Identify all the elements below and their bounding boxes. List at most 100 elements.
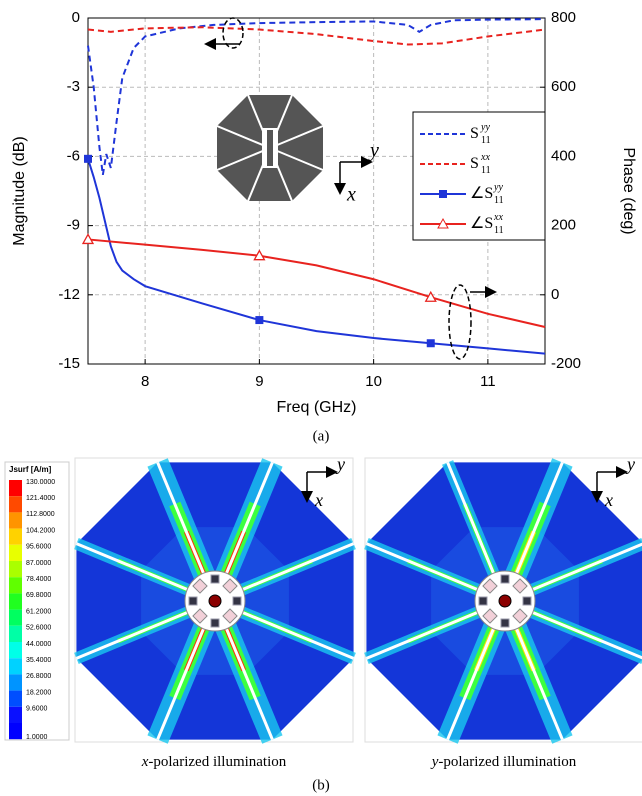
colorbar-swatch bbox=[9, 723, 22, 740]
port bbox=[500, 574, 510, 584]
legend-name: S bbox=[470, 155, 479, 172]
caption-variable: x bbox=[141, 754, 149, 770]
y-axis-title: Magnitude (dB) bbox=[11, 136, 28, 245]
legend-box bbox=[412, 111, 546, 241]
y2-tick-label: 0 bbox=[551, 286, 559, 303]
point-marker bbox=[253, 249, 266, 261]
diode bbox=[482, 608, 498, 624]
y2-tick-label: 600 bbox=[551, 78, 576, 95]
diode bbox=[512, 578, 528, 594]
y2-tick-label: 400 bbox=[551, 147, 576, 164]
caption: (a) bbox=[313, 428, 330, 444]
axis-label: y bbox=[335, 454, 345, 474]
colorbar-label: 87.0000 bbox=[26, 560, 51, 567]
port bbox=[522, 596, 532, 606]
colorbar-label: 52.6000 bbox=[26, 625, 51, 632]
x-tick-label: 11 bbox=[480, 373, 496, 390]
colorbar-swatch bbox=[9, 577, 22, 594]
port bbox=[232, 596, 242, 606]
legend-sup: yy bbox=[493, 182, 503, 193]
inset-axes bbox=[334, 156, 373, 195]
colorbar-title: Jsurf [A/m] bbox=[9, 465, 52, 474]
diode bbox=[482, 578, 498, 594]
colorbar-label: 95.6000 bbox=[26, 544, 51, 551]
legend-name: ∠S bbox=[470, 215, 493, 232]
y2-tick-label: -200 bbox=[551, 355, 581, 372]
port bbox=[478, 596, 488, 606]
colorbar-swatch bbox=[9, 512, 22, 529]
y-tick-label: -3 bbox=[67, 78, 80, 95]
caption: (b) bbox=[312, 777, 330, 793]
point-marker bbox=[81, 233, 95, 245]
colorbar-label: 1.0000 bbox=[26, 734, 48, 741]
y2-tick-label: 200 bbox=[551, 217, 576, 234]
port bbox=[210, 574, 220, 584]
diode bbox=[192, 608, 208, 624]
colorbar: Jsurf [A/m] 130.0000 121.4000 112.8000 104.2… bbox=[4, 461, 70, 741]
colorbar-swatch bbox=[9, 496, 22, 513]
colorbar-label: 78.4000 bbox=[26, 576, 51, 583]
port bbox=[210, 618, 220, 628]
y-tick-label: -12 bbox=[58, 286, 80, 303]
x-tick-label: 9 bbox=[255, 373, 263, 390]
colorbar-label: 104.2000 bbox=[26, 527, 55, 534]
colorbar-swatch bbox=[9, 642, 22, 659]
diode bbox=[512, 608, 528, 624]
colorbar-label: 121.4000 bbox=[26, 495, 55, 502]
axis-label: x bbox=[604, 490, 613, 510]
colorbar-label: 26.8000 bbox=[26, 673, 51, 680]
caption-variable: y bbox=[430, 754, 439, 770]
legend-marker bbox=[437, 217, 449, 229]
point-marker bbox=[255, 316, 264, 325]
port bbox=[188, 596, 198, 606]
line-series bbox=[87, 18, 546, 176]
legend-marker bbox=[439, 190, 447, 198]
colorbar-label: 112.8000 bbox=[26, 511, 55, 518]
legend-sub: 11 bbox=[481, 165, 491, 176]
center-pin bbox=[208, 594, 222, 608]
annotation-arrows bbox=[204, 38, 497, 298]
point-marker bbox=[426, 339, 435, 348]
legend-sub: 11 bbox=[481, 135, 491, 146]
colorbar-label: 130.0000 bbox=[26, 479, 55, 486]
legend-label: ∠Sxx 11 bbox=[470, 212, 504, 236]
axis-label: x bbox=[314, 490, 323, 510]
colorbar-swatch bbox=[9, 625, 22, 642]
legend-sup: xx bbox=[493, 212, 503, 223]
field-plot: yx bbox=[364, 454, 642, 744]
y-tick-label: -6 bbox=[67, 147, 80, 164]
colorbar-label: 35.4000 bbox=[26, 657, 51, 664]
panel-caption: y-polarized illumination bbox=[430, 754, 577, 770]
field-plot: yx bbox=[74, 454, 356, 744]
legend-name: S bbox=[470, 125, 479, 142]
x-tick-label: 10 bbox=[365, 373, 382, 390]
colorbar-label: 69.8000 bbox=[26, 592, 51, 599]
axis-label: y bbox=[625, 454, 635, 474]
legend-sub: 11 bbox=[494, 195, 504, 206]
colorbar-label: 44.0000 bbox=[26, 641, 51, 648]
line-series bbox=[87, 26, 546, 46]
legend-name: ∠S bbox=[470, 185, 493, 202]
port bbox=[500, 618, 510, 628]
colorbar-swatch bbox=[9, 544, 22, 561]
x-tick-label: 8 bbox=[141, 373, 149, 390]
y2-tick-label: 800 bbox=[551, 9, 576, 26]
caption-text: -polarized illumination bbox=[148, 754, 286, 770]
legend-sup: xx bbox=[480, 152, 490, 163]
colorbar-label: 18.2000 bbox=[26, 689, 51, 696]
colorbar-swatch bbox=[9, 593, 22, 610]
colorbar-swatch bbox=[9, 658, 22, 675]
point-marker bbox=[84, 154, 92, 163]
colorbar-swatch bbox=[9, 528, 22, 545]
antenna-inset bbox=[216, 94, 324, 202]
y2-axis-title: Phase (deg) bbox=[620, 147, 637, 234]
line-series bbox=[87, 238, 546, 328]
colorbar-swatch bbox=[9, 690, 22, 707]
legend-label: ∠Syy 11 bbox=[470, 182, 504, 206]
caption-text: -polarized illumination bbox=[438, 754, 576, 770]
diode bbox=[192, 578, 208, 594]
